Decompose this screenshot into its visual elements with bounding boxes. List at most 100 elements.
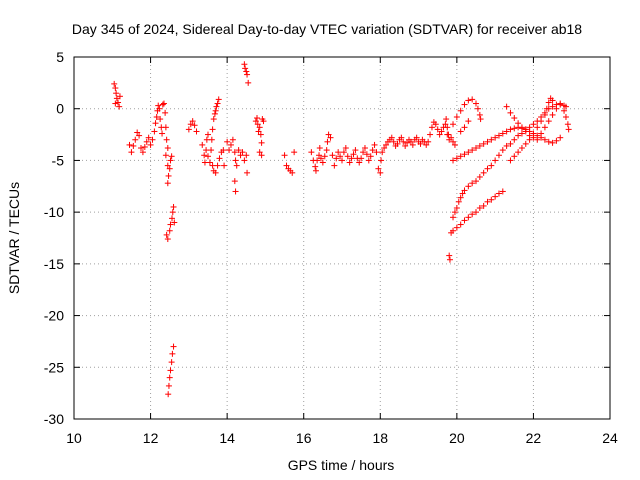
data-point [549, 111, 556, 118]
data-point [166, 165, 173, 172]
data-point [522, 128, 529, 135]
data-point [450, 121, 457, 128]
data-point [379, 149, 386, 156]
data-point [149, 136, 156, 143]
data-point [553, 105, 560, 112]
chart-title: Day 345 of 2024, Sidereal Day-to-day VTE… [72, 21, 582, 37]
data-point [495, 190, 502, 197]
data-point [432, 121, 439, 128]
data-point [450, 227, 457, 234]
data-point [143, 138, 150, 145]
x-tick-label: 16 [296, 430, 312, 446]
data-point [473, 100, 479, 107]
data-point [511, 125, 518, 132]
data-point [518, 145, 525, 152]
data-point [469, 180, 476, 187]
data-point [373, 149, 380, 156]
data-point [448, 134, 455, 141]
data-point [214, 100, 221, 107]
data-point [235, 147, 242, 154]
data-point [461, 187, 468, 194]
data-point [147, 141, 154, 148]
data-point [212, 107, 219, 114]
data-point [499, 188, 506, 195]
data-point [260, 118, 267, 125]
grid-lines [74, 57, 610, 419]
data-point [457, 107, 464, 114]
plot-frame [73, 56, 611, 420]
data-point [193, 128, 200, 135]
data-point [361, 145, 368, 152]
data-point [160, 100, 167, 107]
data-point [169, 209, 176, 216]
data-point [244, 169, 251, 176]
data-point [229, 136, 236, 143]
data-point [169, 215, 176, 222]
data-point [210, 116, 217, 123]
data-point [453, 113, 460, 120]
data-point [457, 194, 464, 201]
data-point [381, 145, 388, 152]
data-point [232, 157, 239, 164]
data-point [428, 124, 435, 131]
data-point [518, 130, 525, 137]
data-point [352, 147, 359, 154]
data-point [205, 153, 211, 160]
data-point [164, 180, 171, 187]
y-tick-label: -30 [44, 411, 64, 427]
data-point [534, 124, 541, 131]
data-point [185, 126, 192, 133]
data-point [534, 136, 541, 143]
data-point [231, 149, 238, 156]
data-point [169, 350, 176, 357]
data-point [565, 126, 572, 133]
data-point [112, 85, 119, 92]
data-point [159, 101, 166, 108]
data-point [138, 145, 144, 152]
data-point [358, 155, 365, 162]
data-point [469, 96, 476, 103]
data-point [484, 198, 491, 205]
data-point [367, 153, 374, 160]
data-point [232, 188, 239, 195]
data-point [476, 142, 483, 149]
data-point [168, 359, 175, 366]
y-tick-label: 0 [56, 101, 64, 117]
data-point [503, 103, 510, 110]
data-point [480, 202, 487, 209]
data-point [258, 152, 265, 159]
data-point [453, 155, 460, 162]
data-point [455, 198, 462, 205]
data-point [371, 141, 378, 148]
data-point [130, 142, 137, 149]
data-point [141, 143, 148, 150]
data-point [444, 124, 451, 131]
y-tick-label: 5 [56, 49, 64, 65]
data-point [167, 221, 174, 228]
data-point [242, 65, 249, 72]
data-point [457, 128, 464, 135]
data-point [465, 183, 472, 190]
data-point [308, 149, 315, 156]
data-point [480, 140, 487, 147]
data-point [511, 115, 518, 122]
data-point [166, 374, 173, 381]
data-point [434, 126, 441, 133]
data-point [243, 152, 250, 159]
data-point [220, 147, 227, 154]
data-point [383, 141, 390, 148]
data-point [128, 149, 135, 156]
data-point [409, 141, 416, 148]
axis-ticks: 10 12 14 16 18 20 22 24 5 0 -5 -10 -15 -20 -25 -30 [44, 49, 618, 446]
data-point [564, 121, 571, 128]
data-point [499, 130, 506, 137]
data-point [530, 121, 537, 128]
data-point [557, 101, 564, 108]
data-point [465, 149, 472, 156]
data-point [469, 147, 476, 154]
data-point [257, 131, 264, 138]
data-point [258, 139, 265, 146]
data-point [113, 95, 120, 102]
data-point [562, 103, 569, 110]
data-point [375, 165, 382, 172]
